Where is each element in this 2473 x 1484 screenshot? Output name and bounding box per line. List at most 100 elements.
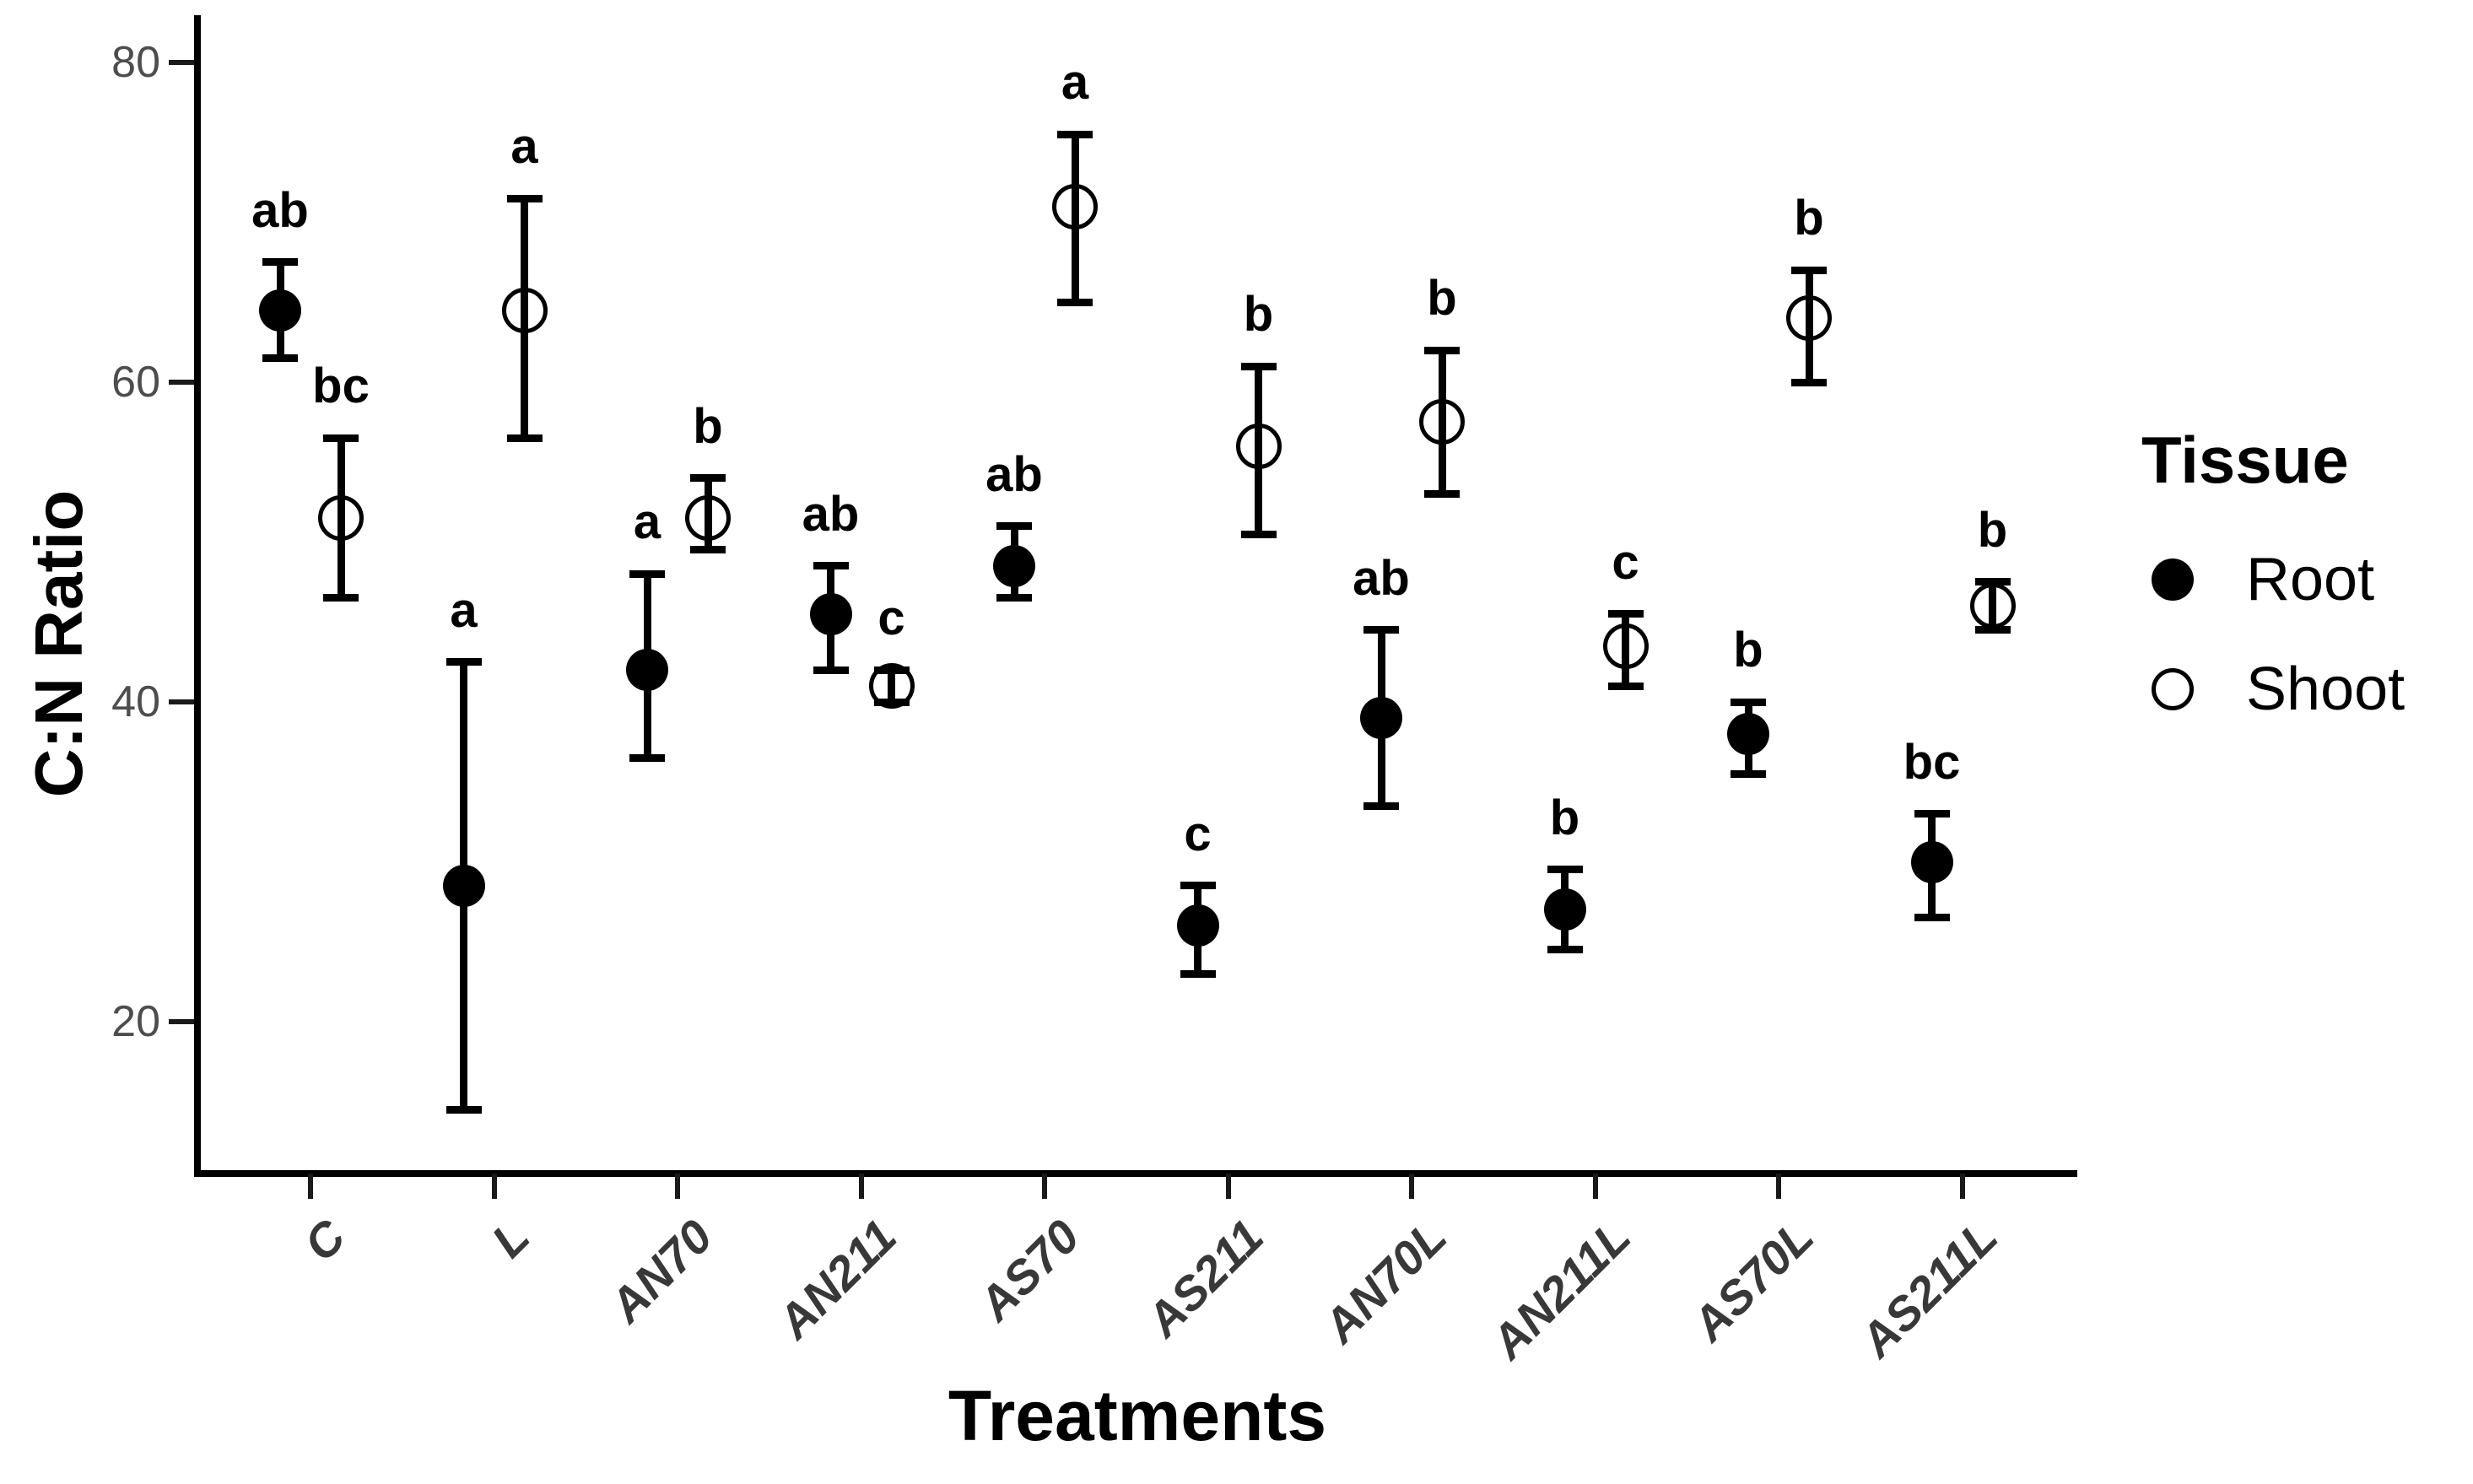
- legend: Tissue Root Shoot: [2126, 422, 2473, 764]
- data-point-shoot-AS211L: [1969, 583, 2016, 629]
- significance-letter: ab: [985, 446, 1043, 502]
- error-bar-cap-bottom: [996, 594, 1032, 602]
- error-bar-cap-top: [629, 569, 665, 578]
- significance-letter: b: [1977, 502, 2008, 558]
- error-bar-cap-top: [262, 258, 298, 267]
- significance-letter: b: [1427, 271, 1457, 326]
- significance-letter: c: [1612, 534, 1639, 590]
- x-tick-mark: [1776, 1174, 1781, 1199]
- x-tick-mark: [491, 1174, 497, 1199]
- error-bar-cap-bottom: [629, 753, 665, 762]
- legend-title: Tissue: [2141, 423, 2349, 497]
- significance-letter: b: [1733, 623, 1763, 677]
- significance-letter: a: [633, 494, 661, 550]
- data-point-shoot-AN70L: [1419, 399, 1465, 445]
- error-bar-cap-top: [1180, 882, 1216, 890]
- error-bar-cap-bottom: [1607, 682, 1644, 690]
- error-bar-cap-bottom: [1057, 298, 1093, 306]
- data-point-shoot-C: [318, 495, 364, 542]
- legend-label-shoot: Shoot: [2246, 656, 2406, 723]
- significance-letter: bc: [312, 359, 370, 414]
- significance-letter: b: [1243, 287, 1274, 343]
- data-point-root-L: [442, 864, 485, 907]
- data-point-root-AS211: [1176, 904, 1219, 947]
- y-axis-title: C:N Ratio: [21, 489, 96, 798]
- y-tick-label: 20: [111, 997, 160, 1046]
- error-bar-cap-bottom: [1731, 769, 1766, 778]
- x-tick-mark: [1959, 1174, 1965, 1199]
- data-point-shoot-AN211L: [1602, 623, 1649, 669]
- x-tick-mark: [675, 1174, 680, 1199]
- x-tick-mark: [1225, 1174, 1231, 1199]
- y-tick-label: 40: [111, 677, 160, 726]
- data-point-shoot-AS211: [1235, 423, 1282, 469]
- data-point-shoot-L: [501, 287, 548, 333]
- error-bar-cap-bottom: [1791, 378, 1827, 386]
- error-bar-cap-top: [1731, 698, 1766, 706]
- significance-letter: ab: [802, 486, 860, 542]
- x-tick-mark: [858, 1174, 864, 1199]
- significance-letter: c: [877, 591, 905, 646]
- data-point-root-C: [259, 289, 301, 332]
- error-bar-cap-bottom: [323, 594, 359, 602]
- data-point-root-AS70: [993, 544, 1035, 587]
- error-bar-cap-top: [1914, 810, 1950, 818]
- x-tick-mark: [308, 1174, 313, 1199]
- significance-letter: a: [510, 119, 538, 175]
- error-bar-cap-bottom: [1914, 914, 1950, 922]
- shoot-marker-icon: [2152, 668, 2194, 710]
- y-tick-mark: [169, 60, 194, 65]
- error-bar-cap-bottom: [1363, 801, 1399, 810]
- y-tick-mark: [169, 1019, 194, 1024]
- x-axis-title: Treatments: [948, 1376, 1327, 1455]
- significance-letter: bc: [1903, 734, 1961, 790]
- significance-letter: a: [450, 582, 478, 638]
- data-point-shoot-AN211: [868, 663, 915, 710]
- error-bar-cap-top: [445, 658, 482, 666]
- significance-letter: ab: [251, 182, 309, 238]
- significance-letter: c: [1184, 806, 1212, 861]
- data-point-root-AS211L: [1910, 840, 1953, 883]
- significance-letter: b: [693, 398, 723, 454]
- error-bar-cap-bottom: [1180, 969, 1216, 978]
- error-bar-cap-bottom: [1240, 530, 1277, 538]
- x-axis-line: [194, 1170, 2077, 1177]
- data-point-shoot-AS70L: [1786, 295, 1832, 342]
- data-point-root-AN70L: [1360, 696, 1402, 739]
- significance-letter: ab: [1353, 550, 1410, 606]
- error-bar-cap-top: [1791, 266, 1827, 274]
- error-bar-cap-top: [1057, 130, 1093, 138]
- data-point-shoot-AN70: [685, 495, 731, 542]
- x-tick-mark: [1592, 1174, 1598, 1199]
- significance-letter: b: [1794, 191, 1824, 246]
- y-tick-mark: [169, 380, 194, 385]
- legend-entry-root: Root: [2152, 545, 2473, 614]
- y-axis-line: [194, 15, 201, 1176]
- error-bar-cap-top: [323, 434, 359, 442]
- y-tick-label: 60: [111, 358, 160, 407]
- y-tick-mark: [169, 699, 194, 704]
- legend-entry-shoot: Shoot: [2152, 655, 2473, 724]
- error-bar-cap-bottom: [262, 354, 298, 363]
- error-bar-cap-bottom: [1424, 490, 1460, 499]
- error-bar-cap-top: [690, 474, 726, 483]
- y-tick-label: 80: [111, 38, 160, 87]
- legend-label-root: Root: [2246, 546, 2375, 613]
- error-bar-cap-bottom: [506, 434, 543, 442]
- error-bar-cap-top: [1240, 362, 1277, 370]
- significance-letter: b: [1549, 790, 1580, 845]
- data-point-root-AN211: [809, 592, 852, 635]
- significance-letter: a: [1061, 55, 1089, 111]
- error-bar-cap-bottom: [690, 546, 726, 554]
- error-bar-cap-top: [1547, 866, 1583, 874]
- root-marker-icon: [2152, 559, 2194, 601]
- x-tick-mark: [1042, 1174, 1047, 1199]
- data-point-shoot-AS70: [1052, 183, 1098, 229]
- data-point-root-AN70: [626, 649, 668, 692]
- error-bar-cap-top: [813, 562, 849, 570]
- error-bar-cap-bottom: [1547, 946, 1583, 954]
- error-bar-cap-top: [1363, 626, 1399, 634]
- error-bar-cap-top: [1974, 578, 2011, 586]
- error-bar-cap-bottom: [813, 666, 849, 674]
